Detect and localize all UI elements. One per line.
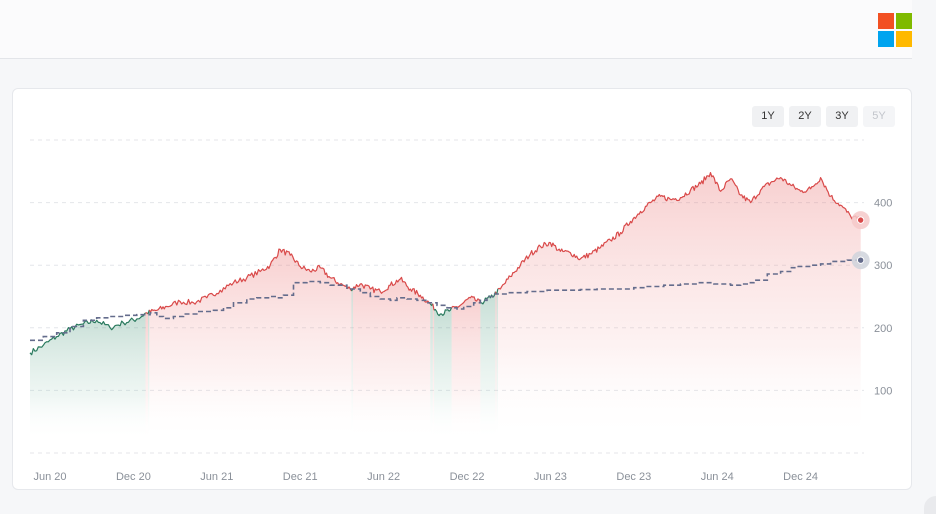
x-tick-label: Jun 22: [367, 471, 400, 483]
x-tick-label: Dec 23: [616, 471, 651, 483]
x-tick-label: Jun 23: [534, 471, 567, 483]
x-tick-label: Dec 24: [783, 471, 818, 483]
below-reference-area: [351, 288, 353, 441]
price-line-above: [148, 248, 353, 313]
price-line-above: [497, 172, 861, 290]
y-tick-label: 200: [874, 323, 892, 335]
range-button-3y[interactable]: 3Y: [826, 106, 858, 127]
reference-end-marker: [856, 256, 865, 264]
above-reference-area: [352, 277, 431, 441]
below-reference-area: [480, 291, 496, 441]
x-tick-label: Dec 20: [116, 471, 151, 483]
x-tick-label: Jun 20: [34, 471, 67, 483]
x-tick-label: Dec 21: [283, 471, 318, 483]
x-tick-label: Jun 24: [701, 471, 734, 483]
below-reference-area: [430, 303, 433, 441]
above-reference-area: [497, 172, 861, 441]
range-selector: 1Y 2Y 3Y 5Y: [752, 106, 895, 127]
microsoft-logo-icon: [878, 13, 912, 47]
range-button-2y[interactable]: 2Y: [789, 106, 821, 127]
price-line-below: [29, 312, 146, 356]
y-tick-label: 100: [874, 385, 892, 397]
range-button-5y[interactable]: 5Y: [863, 106, 895, 127]
below-reference-area: [496, 288, 498, 441]
above-reference-area: [451, 296, 481, 441]
above-reference-area: [145, 312, 148, 441]
y-tick-label: 400: [874, 198, 892, 210]
above-reference-area: [495, 291, 497, 441]
x-tick-label: Dec 22: [450, 471, 485, 483]
price-line-above: [352, 276, 431, 305]
below-reference-area: [148, 309, 150, 441]
range-button-1y[interactable]: 1Y: [752, 106, 784, 127]
reference-line: [30, 259, 861, 342]
y-tick-label: 300: [874, 260, 892, 272]
x-tick-label: Jun 21: [200, 471, 233, 483]
above-reference-area: [432, 303, 435, 441]
top-header-bar: [0, 0, 912, 59]
window-corner: [924, 496, 936, 514]
price-line-below: [433, 307, 453, 317]
below-reference-area: [434, 307, 452, 441]
above-reference-area: [149, 249, 352, 441]
price-line-above: [451, 295, 481, 309]
below-reference-area: [30, 312, 146, 441]
price-line-above: [432, 303, 435, 311]
price-end-marker: [856, 216, 865, 224]
